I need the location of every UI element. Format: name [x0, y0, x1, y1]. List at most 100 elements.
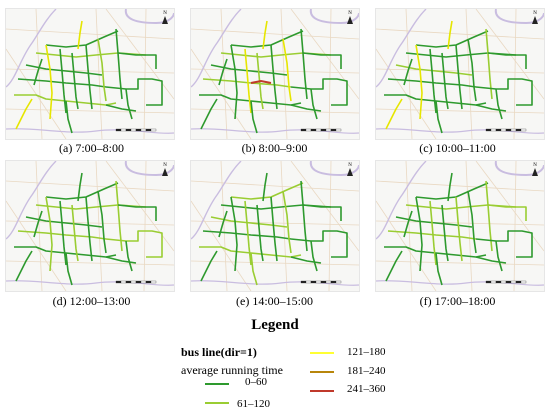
bus-line — [262, 172, 268, 202]
scale-bar — [115, 128, 157, 132]
bus-line — [495, 88, 503, 120]
background-road — [376, 200, 437, 291]
bus-line — [387, 78, 477, 88]
bus-line — [250, 100, 258, 134]
background-road — [6, 48, 67, 139]
river — [309, 161, 359, 177]
bus-line — [200, 98, 218, 130]
bus-line — [415, 44, 423, 120]
bus-line — [218, 210, 228, 238]
river — [124, 161, 174, 177]
river — [6, 280, 174, 286]
bus-line — [455, 196, 463, 262]
bus-line — [475, 78, 533, 106]
bus-line — [429, 200, 437, 266]
background-road — [376, 180, 544, 192]
bus-line — [200, 250, 218, 282]
river — [124, 9, 174, 25]
bus-line — [441, 204, 449, 262]
north-arrow-icon: N — [531, 11, 539, 24]
bus-line — [77, 172, 83, 202]
river — [6, 9, 57, 88]
bus-network-map — [376, 9, 544, 139]
legend-label-61-120: 61–120 — [237, 398, 270, 410]
map-panel-b — [190, 8, 360, 140]
scale-bar — [115, 280, 157, 284]
legend-swatch-181-240 — [310, 371, 334, 373]
legend-swatch-121-180 — [310, 352, 334, 354]
north-arrow-icon: N — [161, 163, 169, 176]
background-road — [6, 28, 174, 40]
north-arrow-icon: N — [346, 11, 354, 24]
background-road — [143, 9, 147, 139]
bus-line — [290, 256, 322, 264]
bus-line — [85, 44, 93, 110]
bus-line — [125, 240, 133, 272]
legend-swatch-241-360 — [310, 390, 334, 392]
background-road — [405, 161, 413, 291]
scale-bar — [300, 280, 342, 284]
bus-line — [429, 48, 437, 114]
map-panel-c — [375, 8, 545, 140]
bus-line — [256, 204, 264, 262]
bus-line — [282, 38, 292, 102]
bus-line — [487, 52, 527, 69]
bus-line — [250, 252, 258, 286]
background-road — [376, 68, 544, 74]
bus-line — [455, 44, 463, 110]
bus-line — [310, 240, 318, 272]
bus-line — [65, 252, 73, 286]
bus-network-map — [6, 9, 174, 139]
background-road — [376, 220, 544, 226]
bus-line-hotspot — [250, 79, 272, 84]
bus-line — [282, 190, 292, 254]
bus-line — [17, 230, 107, 240]
bus-network-map — [6, 161, 174, 291]
river — [191, 161, 242, 240]
bus-line — [475, 104, 507, 112]
bus-line — [218, 58, 228, 86]
legend-label-121-180: 121–180 — [347, 346, 386, 358]
background-road — [6, 200, 67, 291]
bus-line — [385, 98, 403, 130]
legend-subheading: average running time — [181, 363, 283, 377]
bus-line — [85, 196, 93, 262]
bus-line — [310, 88, 318, 120]
bus-line — [270, 196, 278, 262]
background-road — [35, 9, 43, 139]
bus-line — [262, 20, 268, 50]
bus-line — [97, 38, 107, 102]
bus-line — [256, 52, 264, 110]
north-arrow-icon: N — [346, 163, 354, 176]
bus-line — [45, 44, 53, 120]
background-road — [328, 9, 332, 139]
bus-line — [403, 58, 413, 86]
scale-bar — [485, 280, 527, 284]
bus-line — [467, 190, 477, 254]
bus-line — [15, 98, 33, 130]
bus-network-map — [191, 9, 359, 139]
panel-caption-b: (b) 8:00–9:00 — [241, 141, 308, 155]
bus-line — [71, 52, 79, 110]
bus-line — [435, 100, 443, 134]
bus-line — [475, 256, 507, 264]
river — [376, 280, 544, 286]
bus-line — [441, 52, 449, 110]
bus-network-map — [191, 161, 359, 291]
bus-line — [230, 44, 238, 120]
background-road — [191, 180, 359, 192]
legend-title: Legend — [251, 317, 299, 333]
map-panel-a — [5, 8, 175, 140]
bus-line — [244, 200, 252, 266]
legend-label-181-240: 181–240 — [347, 365, 386, 377]
bus-line — [105, 104, 137, 112]
bus-line — [302, 52, 342, 69]
bus-line — [495, 240, 503, 272]
bus-line — [290, 230, 348, 258]
background-road — [191, 260, 359, 266]
background-road — [376, 260, 544, 266]
bus-line — [270, 44, 278, 110]
bus-line — [244, 48, 252, 114]
river — [191, 280, 359, 286]
bus-line — [59, 200, 67, 266]
